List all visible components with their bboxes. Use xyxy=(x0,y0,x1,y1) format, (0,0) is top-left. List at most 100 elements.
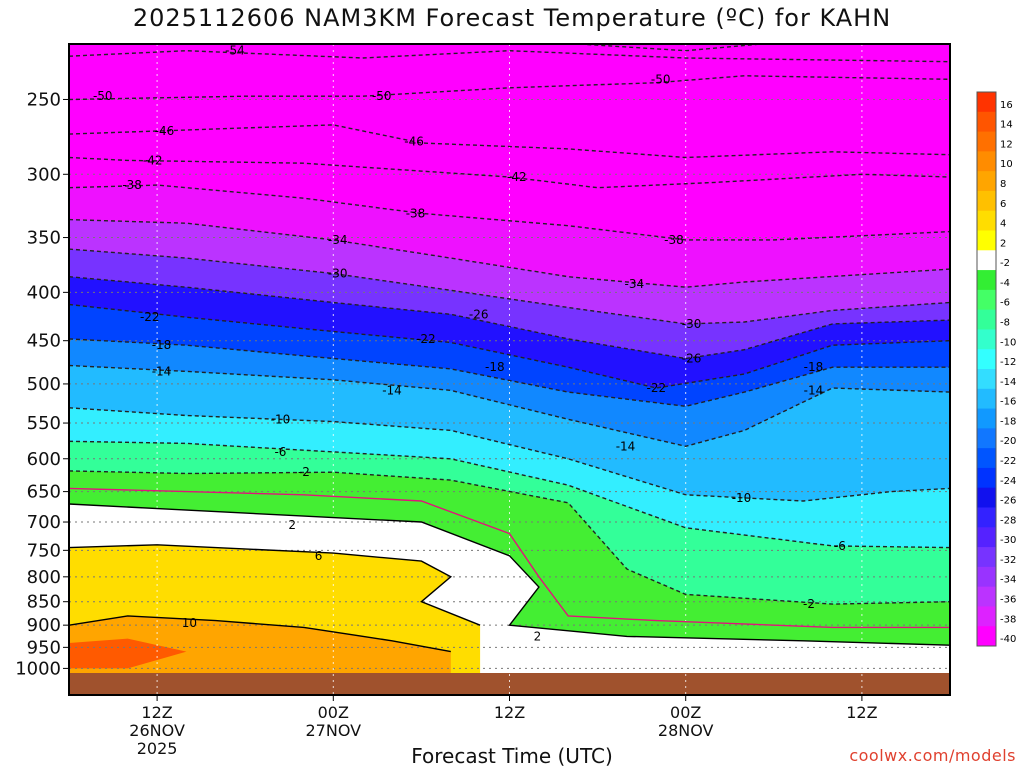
isotherm-label: -26 xyxy=(682,352,702,366)
colorbar-label: -12 xyxy=(1000,357,1016,368)
isotherm-label: -42 xyxy=(143,153,163,167)
colorbar-label: -20 xyxy=(1000,436,1016,447)
colorbar-swatch xyxy=(977,131,996,152)
colorbar-label: -10 xyxy=(1000,337,1016,348)
colorbar-label: 16 xyxy=(1000,100,1013,111)
isotherm--58 xyxy=(568,44,769,52)
y-tick-label: 250 xyxy=(27,89,61,110)
y-tick-label: 300 xyxy=(27,164,61,185)
colorbar-swatch xyxy=(977,309,996,330)
isotherm--14 xyxy=(69,364,950,448)
colorbar-label: -26 xyxy=(1000,496,1016,507)
y-tick-label: 800 xyxy=(27,567,61,588)
colorbar-swatch xyxy=(977,388,996,410)
isotherm-label: -30 xyxy=(682,317,702,331)
isotherm--2 xyxy=(69,470,950,605)
isotherm-label: -18 xyxy=(152,338,172,352)
isotherm--22 xyxy=(69,303,950,389)
colorbar-swatch xyxy=(977,349,996,370)
isotherm-label: -10 xyxy=(732,491,752,505)
colorbar-label: 10 xyxy=(1000,159,1013,170)
colorbar-swatch xyxy=(977,270,996,291)
isotherm-label: -30 xyxy=(328,266,348,280)
colorbar-swatch xyxy=(977,626,996,647)
colorbar-swatch xyxy=(977,111,996,133)
isotherm--54 xyxy=(69,49,950,63)
colorbar-frame xyxy=(976,91,997,647)
colorbar-swatch xyxy=(977,289,996,311)
isotherm--26 xyxy=(69,276,950,360)
colorbar-swatch xyxy=(977,210,996,231)
isotherm-label: -14 xyxy=(152,364,172,378)
isotherm-labels: -54-50 -50-50-46-46-42-42-38-38-38-34-34-… xyxy=(93,44,846,644)
colorbar-swatch xyxy=(977,171,996,192)
isotherm-label: -10 xyxy=(271,412,291,426)
x-tick-label: 26NOV xyxy=(129,721,185,740)
isotherm--18 xyxy=(69,338,950,408)
y-tick-label: 750 xyxy=(27,540,61,561)
colorbar-label: -40 xyxy=(1000,634,1016,645)
isotherm-label: -42 xyxy=(507,170,527,184)
isotherm-label: 2 xyxy=(288,518,296,532)
isotherm-label: -38 xyxy=(122,178,142,192)
y-tick-label: 700 xyxy=(27,512,61,533)
isotherm-label: 6 xyxy=(315,549,323,563)
y-tick-label: 900 xyxy=(27,615,61,636)
isotherm-label: -26 xyxy=(469,307,489,321)
y-tick-label: 850 xyxy=(27,592,61,613)
chart-title: 2025112606 NAM3KM Forecast Temperature (… xyxy=(132,4,892,32)
band-warm-core xyxy=(69,638,187,669)
x-tick-label: 27NOV xyxy=(306,721,362,740)
colorbar-label: 12 xyxy=(1000,139,1013,150)
y-tick-label: 400 xyxy=(27,282,61,303)
x-tick-label: 28NOV xyxy=(658,721,714,740)
isotherm-label: -2 xyxy=(298,465,310,479)
colorbar-label: -16 xyxy=(1000,397,1016,408)
isotherm-label: -50 xyxy=(651,72,671,86)
isotherm-2 xyxy=(69,503,950,646)
colorbar-label: 4 xyxy=(1000,219,1006,230)
colorbar-label: -38 xyxy=(1000,614,1016,625)
colorbar-swatch xyxy=(977,408,996,429)
isotherm-label: -50 xyxy=(93,89,113,103)
isotherm-label: -14 xyxy=(616,439,636,453)
isotherm--34 xyxy=(69,218,950,288)
isotherm-label: -22 xyxy=(647,381,667,395)
isotherm-label: 10 xyxy=(182,616,197,630)
colorbar-swatch xyxy=(977,507,996,528)
y-axis: 2503003504004505005506006507007508008509… xyxy=(15,89,69,679)
ground-surface xyxy=(69,673,950,695)
x-tick-label: 00Z xyxy=(318,703,349,722)
x-tick-label: 12Z xyxy=(846,703,877,722)
colorbar-swatch xyxy=(977,230,996,251)
y-tick-label: 950 xyxy=(27,637,61,658)
isotherm-lines xyxy=(69,44,950,653)
credit-link[interactable]: coolwx.com/models xyxy=(849,746,1016,765)
isotherm-label: -34 xyxy=(328,233,348,247)
isotherm--6 xyxy=(69,440,950,549)
y-tick-label: 600 xyxy=(27,449,61,470)
colorbar-swatch xyxy=(977,329,996,350)
colorbar-label: -18 xyxy=(1000,416,1016,427)
isotherm-label: -18 xyxy=(804,360,824,374)
colorbar-swatch xyxy=(977,487,996,508)
x-tick-label: 00Z xyxy=(670,703,701,722)
colorbar-swatch xyxy=(977,606,996,627)
isotherm-label: -46 xyxy=(404,135,424,149)
colorbar-label: -6 xyxy=(1000,298,1010,309)
colorbar-swatch xyxy=(977,151,996,172)
colorbar-swatch xyxy=(977,428,996,449)
isotherm-6 xyxy=(69,544,481,626)
y-tick-label: 550 xyxy=(27,413,61,434)
isotherm-label: -50 xyxy=(372,89,392,103)
isotherm-label: 2 xyxy=(534,629,542,643)
colorbar-label: 8 xyxy=(1000,179,1006,190)
isotherm-label: -14 xyxy=(382,383,402,397)
isotherm-label: -14 xyxy=(804,383,824,397)
colorbar-label: -36 xyxy=(1000,594,1016,605)
x-tick-label: 12Z xyxy=(494,703,525,722)
colorbar-label: -34 xyxy=(1000,575,1016,586)
colorbar-label: -28 xyxy=(1000,515,1016,526)
colorbar-swatch xyxy=(977,586,996,607)
